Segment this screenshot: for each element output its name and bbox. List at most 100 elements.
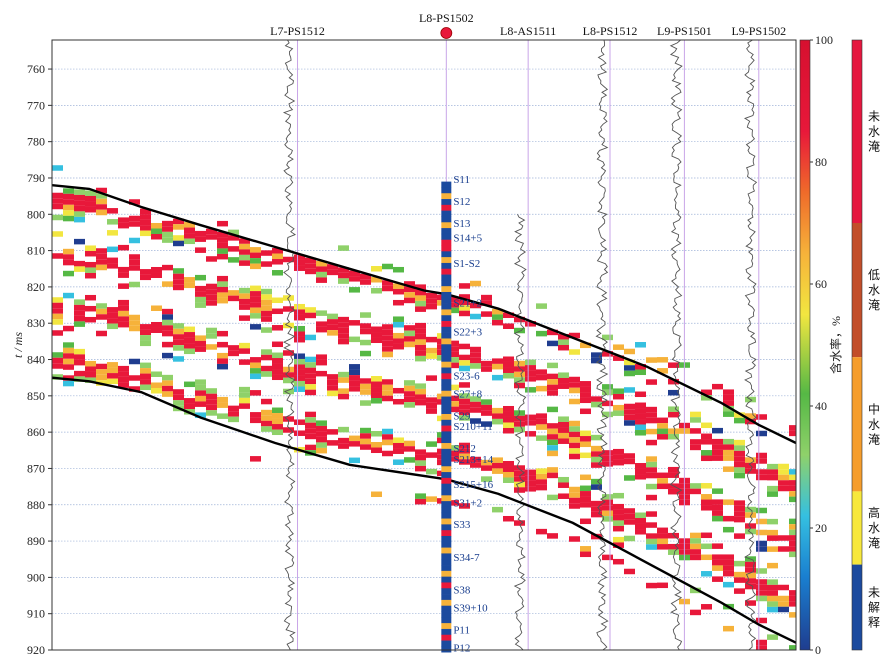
water-cut-cell bbox=[206, 300, 217, 306]
water-cut-cell bbox=[580, 436, 591, 442]
water-cut-cell bbox=[459, 404, 470, 410]
water-cut-cell bbox=[778, 584, 789, 591]
water-cut-cell bbox=[657, 368, 668, 374]
water-cut-cell bbox=[96, 259, 107, 265]
water-cut-cell bbox=[459, 503, 470, 509]
water-cut-cell bbox=[52, 374, 63, 380]
water-cut-cell bbox=[371, 491, 382, 498]
water-cut-cell bbox=[624, 453, 635, 459]
water-cut-cell bbox=[294, 303, 305, 310]
water-cut-cell bbox=[140, 379, 151, 385]
water-cut-cell bbox=[536, 473, 547, 480]
water-cut-cell bbox=[492, 314, 503, 320]
water-cut-cell bbox=[481, 399, 492, 405]
water-cut-cell bbox=[360, 312, 371, 318]
water-cut-cell bbox=[283, 388, 294, 395]
water-cut-cell bbox=[338, 327, 349, 334]
water-cut-cell bbox=[382, 439, 393, 446]
water-cut-cell bbox=[646, 461, 657, 468]
water-cut-cell bbox=[140, 214, 151, 220]
water-cut-cell bbox=[503, 361, 514, 368]
water-cut-cell bbox=[580, 430, 591, 437]
water-cut-cell bbox=[294, 380, 305, 387]
water-cut-cell bbox=[459, 360, 470, 366]
water-cut-cell bbox=[63, 188, 74, 194]
water-cut-cell bbox=[338, 267, 349, 273]
water-cut-cell bbox=[338, 245, 349, 251]
water-cut-cell bbox=[701, 439, 712, 445]
water-cut-cell bbox=[558, 416, 569, 422]
water-cut-cell bbox=[173, 218, 184, 225]
water-cut-cell bbox=[96, 204, 107, 210]
category-segment bbox=[852, 40, 862, 223]
water-cut-cell bbox=[63, 254, 74, 260]
water-cut-cell bbox=[514, 316, 525, 323]
water-cut-cell bbox=[470, 363, 481, 369]
water-cut-cell bbox=[569, 332, 580, 339]
water-cut-cell bbox=[63, 259, 74, 266]
category-label-char: 水 bbox=[868, 125, 880, 139]
water-cut-cell bbox=[624, 359, 635, 366]
water-cut-cell bbox=[63, 210, 74, 216]
water-cut-cell bbox=[206, 256, 217, 262]
water-cut-cell bbox=[503, 515, 514, 522]
water-cut-cell bbox=[349, 336, 360, 343]
water-cut-cell bbox=[129, 254, 140, 260]
water-cut-cell bbox=[448, 351, 459, 358]
water-cut-cell bbox=[272, 248, 283, 254]
water-cut-cell bbox=[250, 291, 261, 297]
water-cut-cell bbox=[547, 329, 558, 336]
water-cut-cell bbox=[217, 286, 228, 293]
water-cut-cell bbox=[74, 266, 85, 272]
water-cut-cell bbox=[294, 254, 305, 260]
category-label-char: 释 bbox=[868, 615, 880, 629]
water-cut-cell bbox=[239, 397, 250, 404]
water-cut-cell bbox=[778, 469, 789, 475]
water-cut-cell bbox=[74, 376, 85, 382]
water-cut-cell bbox=[140, 269, 151, 275]
water-cut-cell bbox=[217, 396, 228, 403]
water-cut-cell bbox=[635, 512, 646, 519]
water-cut-cell bbox=[305, 417, 316, 423]
layer-column-segment bbox=[441, 396, 452, 403]
water-cut-cell bbox=[118, 365, 129, 372]
water-cut-cell bbox=[723, 515, 734, 522]
water-cut-cell bbox=[580, 392, 591, 398]
water-cut-cell bbox=[756, 590, 767, 596]
water-cut-cell bbox=[536, 418, 547, 425]
water-cut-cell bbox=[217, 363, 228, 370]
plot-frame bbox=[51, 39, 797, 651]
water-cut-cell bbox=[305, 362, 316, 368]
water-cut-cell bbox=[613, 388, 624, 394]
y-tick-label: 810 bbox=[27, 244, 45, 258]
water-cut-cell bbox=[558, 438, 569, 444]
water-cut-cell bbox=[635, 529, 646, 535]
layer-column-segment bbox=[441, 251, 452, 258]
layer-column-segment bbox=[441, 408, 452, 415]
water-cut-cell bbox=[569, 426, 580, 432]
water-cut-cell bbox=[195, 230, 206, 237]
y-tick-label: 900 bbox=[27, 570, 45, 584]
water-cut-cell bbox=[118, 316, 129, 322]
water-cut-cell bbox=[261, 371, 272, 377]
water-cut-cell bbox=[723, 565, 734, 571]
water-cut-cell bbox=[63, 292, 74, 299]
water-cut-cell bbox=[756, 474, 767, 481]
water-cut-cell bbox=[217, 281, 228, 287]
water-cut-cell bbox=[668, 406, 679, 412]
water-cut-cell bbox=[514, 366, 525, 372]
water-cut-cell bbox=[206, 344, 217, 350]
water-cut-cell bbox=[481, 404, 492, 411]
water-cut-cell bbox=[371, 392, 382, 399]
water-cut-cell bbox=[492, 363, 503, 370]
water-cut-cell bbox=[767, 634, 778, 640]
water-cut-cell bbox=[239, 348, 250, 354]
water-cut-cell bbox=[404, 380, 415, 386]
water-cut-cell bbox=[690, 532, 701, 539]
water-cut-cell bbox=[63, 248, 74, 255]
water-cut-cell bbox=[305, 378, 316, 385]
water-cut-cell bbox=[580, 342, 591, 349]
water-cut-cell bbox=[657, 538, 668, 545]
layer-column-segment bbox=[441, 483, 452, 490]
water-cut-cell bbox=[426, 408, 437, 414]
